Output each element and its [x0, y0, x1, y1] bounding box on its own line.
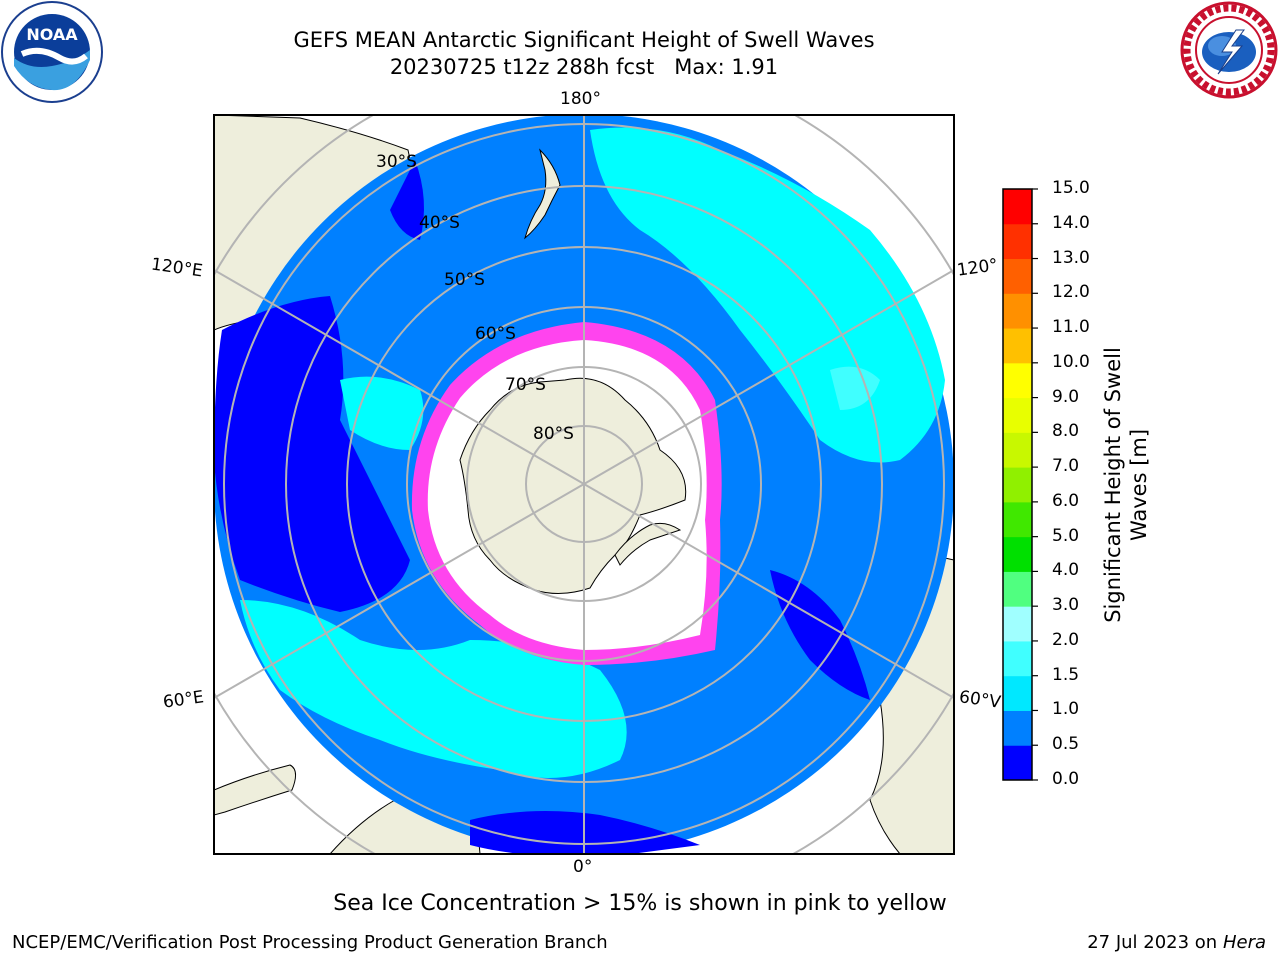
colorbar-tick-label: 11.0 — [1052, 317, 1090, 338]
low-swell-region-east — [770, 570, 870, 700]
colorbar-tick-label: 0.0 — [1052, 769, 1080, 789]
colorbar-band — [1003, 467, 1032, 503]
swell-1-5-2-0-patch — [830, 366, 880, 410]
svg-text:NOAA: NOAA — [26, 25, 78, 44]
colorbar-band — [1003, 640, 1032, 677]
colorbar-title-line1: Significant Height of Swell — [1101, 347, 1125, 623]
colorbar-band — [1003, 328, 1032, 364]
colorbar-band — [1003, 432, 1032, 468]
colorbar-tick-label: 10.0 — [1052, 351, 1090, 372]
low-swell-region-north — [390, 160, 424, 240]
colorbar-band — [1003, 571, 1032, 607]
land-madagascar — [214, 764, 296, 816]
colorbar — [1002, 188, 1038, 781]
lon-label-top: 180° — [560, 89, 601, 109]
nws-logo — [1180, 1, 1278, 99]
cyan-region-west — [340, 376, 424, 450]
colorbar-tick-label: 0.5 — [1052, 734, 1080, 755]
lat-label-50s: 50°S — [444, 270, 485, 290]
colorbar-band — [1003, 606, 1032, 642]
colorbar-band — [1003, 675, 1032, 711]
lat-label-70s: 70°S — [505, 375, 546, 395]
lon-label-bottom: 0° — [573, 857, 593, 877]
lat-label-30s: 30°S — [376, 152, 417, 172]
footer-right: 27 Jul 2023 on Hera — [1087, 932, 1266, 953]
lat-label-80s: 80°S — [533, 424, 574, 444]
footer-date: 27 Jul 2023 on — [1087, 932, 1223, 953]
colorbar-tick-label: 2.0 — [1052, 629, 1080, 650]
colorbar-title-line2: Waves [m] — [1127, 428, 1151, 542]
colorbar-band — [1003, 293, 1032, 329]
colorbar-band — [1003, 397, 1032, 433]
land-new-zealand — [524, 148, 561, 240]
chart-title-line2: 20230725 t12z 288h fcst Max: 1.91 — [389, 55, 779, 79]
colorbar-tick-label: 9.0 — [1052, 386, 1080, 407]
colorbar-tick-label: 15.0 — [1052, 178, 1090, 198]
colorbar-tick-label: 7.0 — [1052, 456, 1080, 477]
colorbar-band — [1003, 501, 1032, 538]
colorbar-band — [1003, 745, 1032, 781]
colorbar-tick-label: 1.0 — [1052, 699, 1080, 720]
land-antarctica — [459, 377, 687, 594]
footer-left: NCEP/EMC/Verification Post Processing Pr… — [12, 932, 608, 953]
chart-title-line1: GEFS MEAN Antarctic Significant Height o… — [293, 28, 875, 52]
graticule — [214, 115, 954, 854]
colorbar-tick-label: 8.0 — [1052, 421, 1080, 442]
colorbar-band — [1003, 223, 1032, 260]
colorbar-tick-label: 6.0 — [1052, 490, 1080, 511]
colorbar-tick-label: 1.5 — [1052, 664, 1080, 685]
colorbar-band — [1003, 189, 1032, 225]
colorbar-band — [1003, 536, 1032, 572]
cyan-region-southwest — [240, 600, 627, 778]
colorbar-tick-label: 3.0 — [1052, 595, 1080, 616]
colorbar-band — [1003, 258, 1032, 294]
colorbar-tick-label: 14.0 — [1052, 212, 1090, 233]
colorbar-tick-label: 12.0 — [1052, 282, 1090, 303]
lat-label-40s: 40°S — [419, 213, 460, 233]
colorbar-title: Significant Height of Swell Waves [m] — [1100, 347, 1152, 623]
antarctic-peninsula — [614, 522, 682, 566]
colorbar-band — [1003, 362, 1032, 399]
sea-ice-caption: Sea Ice Concentration > 15% is shown in … — [333, 891, 947, 916]
footer-machine: Hera — [1222, 932, 1266, 953]
map-frame — [213, 114, 955, 855]
low-swell-region-west — [214, 296, 410, 612]
colorbar-tick-label: 13.0 — [1052, 247, 1090, 268]
colorbar-band — [1003, 710, 1032, 746]
colorbar-tick-label: 5.0 — [1052, 525, 1080, 546]
noaa-logo: NOAA — [1, 1, 103, 103]
colorbar-tick-label: 4.0 — [1052, 560, 1080, 581]
lat-label-60s: 60°S — [475, 324, 516, 344]
